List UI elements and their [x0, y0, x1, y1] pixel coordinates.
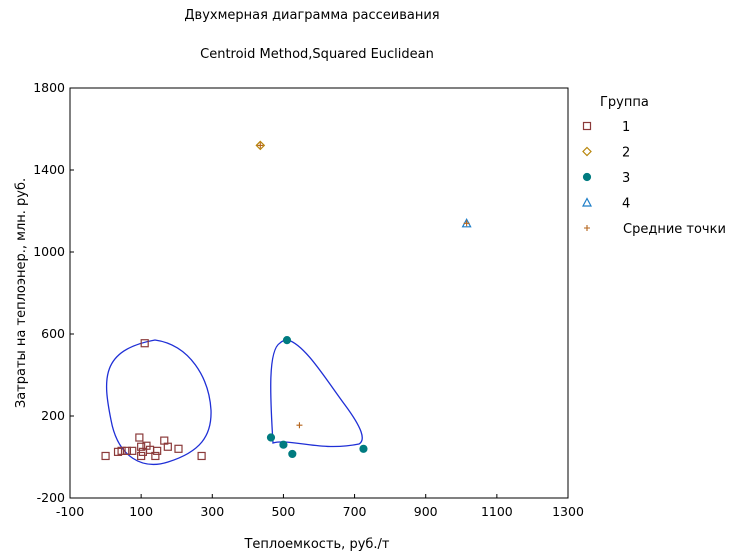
x-tick-label: 700: [343, 504, 367, 519]
legend-marker-3: [582, 172, 592, 182]
series-1-point: [140, 339, 149, 348]
series-1-point: [137, 451, 146, 461]
y-axis-label: Затраты на теплоэнер., млн. руб.: [14, 178, 29, 408]
plot-frame: [69, 87, 569, 499]
series-3-point: [266, 433, 276, 442]
x-tick-label: 900: [414, 504, 438, 519]
y-tick-label: 1000: [33, 244, 65, 259]
chart-title: Двухмерная диаграмма рассеивания: [184, 8, 439, 23]
series-3-point: [279, 440, 288, 449]
cluster-3-contour: [270, 339, 363, 448]
y-tick-label: 200: [41, 408, 65, 423]
legend-label: 3: [622, 171, 630, 186]
series-1-point: [128, 446, 137, 455]
x-tick-label: 1300: [552, 504, 584, 519]
series-3-point: [359, 444, 368, 453]
x-axis-label: Теплоемкость, руб./т: [243, 537, 389, 552]
series-5-point: [296, 422, 303, 429]
series-3-point: [282, 336, 292, 345]
x-tick-label: 500: [271, 504, 295, 519]
series-5-point: [463, 220, 470, 227]
series-1-point: [101, 451, 110, 461]
x-tick-label: 100: [129, 504, 153, 519]
series-1-point: [151, 451, 160, 461]
legend: Группа 1 2 3 4 Средние точки: [582, 95, 726, 237]
series-2-point: [255, 140, 266, 151]
legend-marker-4: [582, 197, 592, 207]
legend-label: 1: [622, 120, 630, 135]
series-1-point: [122, 446, 132, 455]
x-tick-label: 300: [200, 504, 224, 519]
y-tick-label: 1800: [33, 80, 65, 95]
legend-marker-1: [582, 121, 592, 131]
cluster-1-contour: [105, 339, 212, 466]
x-tick-label: 1100: [481, 504, 513, 519]
series-1-point: [197, 451, 206, 461]
y-tick-label: -200: [37, 490, 65, 505]
legend-title: Группа: [600, 95, 649, 110]
y-tick-label: 1400: [33, 162, 65, 177]
series-1-point: [153, 446, 162, 455]
y-tick-label: 600: [41, 326, 65, 341]
series-1-point: [135, 433, 144, 442]
series-1-point: [117, 446, 126, 455]
series-1-point: [163, 442, 172, 451]
series-1-point: [174, 444, 183, 453]
legend-marker-2: [582, 146, 592, 157]
series-1-point: [137, 442, 146, 451]
x-tick-label: -100: [56, 504, 84, 519]
legend-label: 4: [622, 197, 630, 212]
chart-subtitle: Centroid Method,Squared Euclidean: [200, 47, 434, 62]
series-3-point: [288, 449, 297, 459]
legend-label: Средние точки: [623, 222, 726, 237]
legend-label: 2: [622, 146, 630, 161]
axis-ticks: -100 100 300 500 700 900 1100 1300 -200 200 600 100…: [33, 80, 584, 519]
series-5-point: [257, 142, 264, 149]
legend-items: 1 2 3 4 Средние точки: [582, 120, 726, 237]
legend-marker-5: [584, 225, 590, 231]
data-points: [101, 140, 472, 461]
